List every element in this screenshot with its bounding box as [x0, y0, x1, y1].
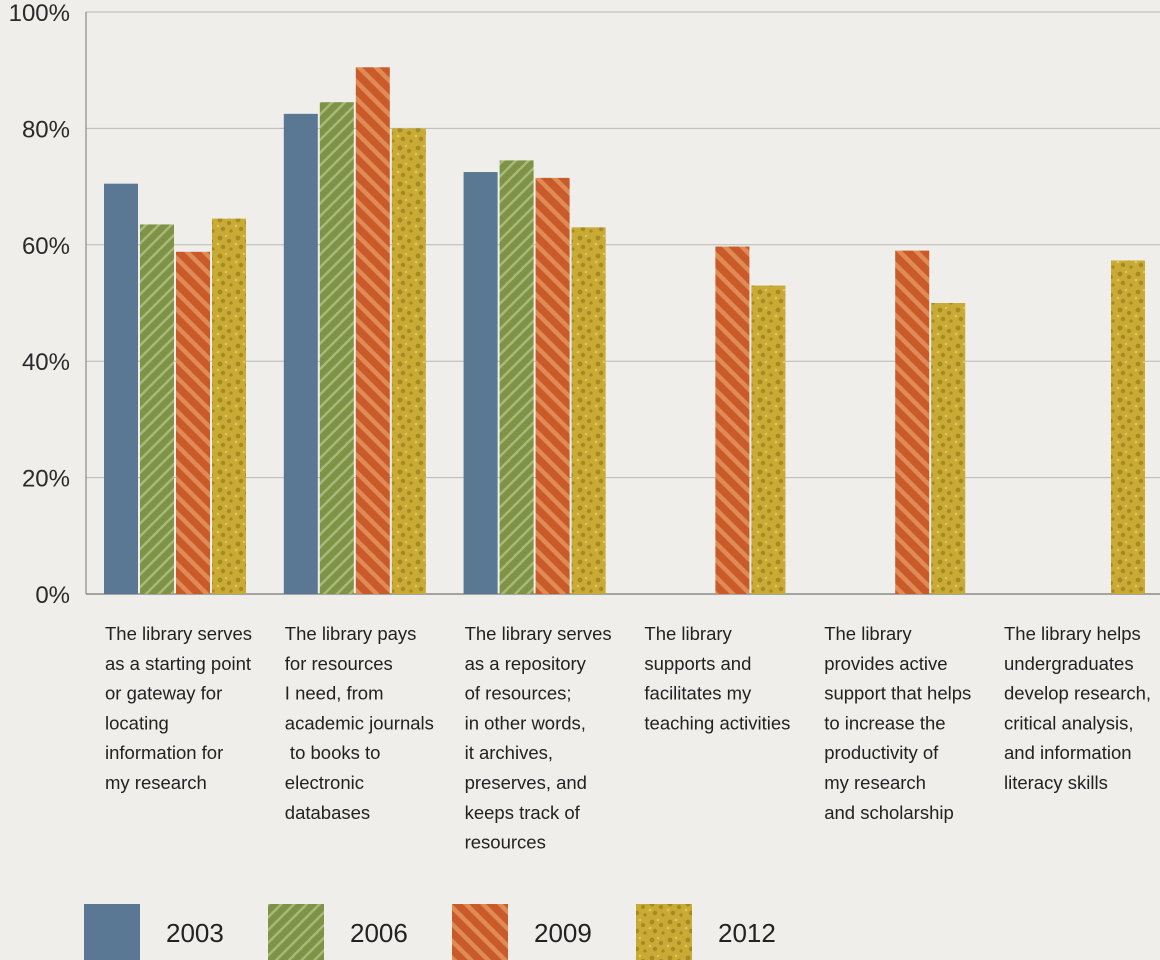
bar-2009-4	[715, 246, 750, 594]
grid-lines	[85, 11, 1160, 595]
category-label-4: The library supports and facilitates my tea…	[644, 623, 790, 733]
legend-item-2012: 2012	[636, 904, 776, 960]
legend-label: 2006	[350, 918, 408, 948]
bar-2009-5	[895, 250, 930, 594]
category-label-5: The library provides active support that h…	[824, 623, 971, 823]
bar-2012-3	[571, 227, 606, 594]
y-tick-label: 20%	[22, 466, 70, 493]
y-tick-label: 60%	[22, 233, 70, 260]
category-label-2: The library pays for resources I need, fro…	[285, 623, 434, 823]
bar-2006-3	[499, 160, 534, 594]
bar-2003-1	[104, 183, 138, 594]
legend-item-2006: 2006	[268, 904, 408, 960]
bar-2009-1	[176, 251, 210, 594]
legend-swatch	[452, 904, 508, 960]
legend-swatch	[84, 904, 140, 960]
category-label-3: The library serves as a repository of reso…	[465, 623, 612, 853]
y-tick-label: 40%	[22, 349, 70, 376]
legend-label: 2009	[534, 918, 592, 948]
legend: 2003 2006 2009 2012	[84, 904, 776, 960]
legend-item-2003: 2003	[84, 904, 224, 960]
legend-label: 2012	[718, 918, 776, 948]
legend-swatch	[268, 904, 324, 960]
legend-swatch	[636, 904, 692, 960]
bar-2012-6	[1111, 260, 1145, 594]
y-tick-label: 100%	[9, 0, 70, 27]
bar-2003-2	[283, 113, 318, 594]
bars	[104, 67, 1145, 595]
bar-2003-3	[463, 172, 498, 595]
legend-label: 2003	[166, 918, 224, 948]
y-tick-label: 80%	[22, 116, 70, 143]
bar-2012-1	[212, 218, 246, 595]
bar-2012-2	[391, 128, 426, 594]
category-labels: The library serves as a starting point or …	[105, 623, 1151, 853]
bar-2006-1	[140, 224, 174, 594]
category-label-1: The library serves as a starting point or …	[105, 623, 252, 793]
legend-item-2009: 2009	[452, 904, 592, 960]
bar-2012-4	[751, 285, 786, 594]
bar-2006-2	[319, 102, 354, 595]
y-axis-ticks: 0% 20% 40% 60% 80% 100%	[9, 0, 70, 609]
bar-2012-5	[931, 303, 966, 594]
bar-2009-2	[355, 67, 390, 595]
category-label-6: The library helps undergraduates develop r…	[1004, 623, 1151, 793]
y-tick-label: 0%	[35, 582, 70, 609]
bar-2009-3	[535, 177, 570, 594]
